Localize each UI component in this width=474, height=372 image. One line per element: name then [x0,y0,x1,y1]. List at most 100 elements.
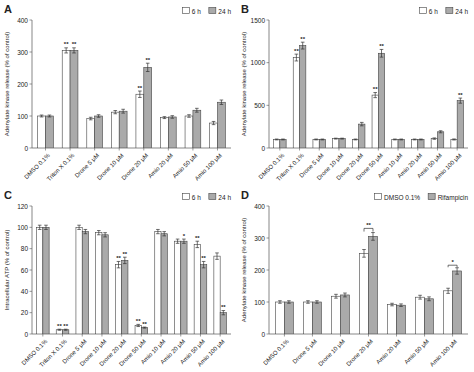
bar [451,139,457,148]
panel-label: B [241,3,249,15]
y-tick-label: 20 [21,309,29,316]
x-tick [368,334,369,337]
x-tick-label: Amio 100 μM [194,152,223,181]
bar [119,111,127,148]
y-tick [30,52,33,53]
error-bar [48,115,52,117]
error-bar [117,261,121,267]
error-bar [162,232,166,236]
bar [217,102,225,148]
error-bar [176,239,180,243]
x-tick-label: Drone 20 μM [120,152,149,181]
bar [388,305,397,334]
significance: ** [201,255,206,261]
y-tick-label: 60 [21,267,29,274]
y-tick [30,248,33,249]
bar [457,101,463,148]
bar [359,124,365,148]
legend-label: 24 h [218,8,231,15]
error-bar [343,293,347,297]
error-bar [156,229,160,233]
bar [155,232,161,334]
error-bar [399,139,403,141]
significance: ** [300,36,305,42]
bar [312,302,321,334]
bar [280,139,286,148]
bar [102,235,108,334]
error-bar [452,139,456,140]
error-bar [314,139,318,141]
bar [293,58,299,148]
figure: 0100200300400DMSO 0.1%Triton X 0.1%Drone… [0,0,474,372]
x-tick-label: Drone 10 μM [317,338,346,367]
bar [38,116,46,148]
error-bar [287,301,291,304]
error-bar [195,108,199,112]
panel: 0100200300400DMSO 0.1%Drone 5 μMDrone 10… [241,189,468,368]
bar [431,139,437,148]
bar [37,227,43,334]
x-tick [424,334,425,337]
y-tick-label: 0 [261,331,265,338]
x-tick [42,334,43,337]
x-tick [70,148,71,151]
significance: ** [145,57,150,63]
bar [392,139,398,148]
y-tick-label: 1500 [251,17,266,24]
legend-label: 6 h [429,8,438,15]
error-bar [220,100,224,104]
bar [95,116,103,148]
error-bar [38,225,42,229]
legend: 6 h24 h [182,8,231,15]
error-bar [295,54,299,61]
y-tick [30,291,33,292]
y-label: Adenylate kinase release (% of control) [4,32,10,136]
y-tick [267,270,270,271]
bar [333,139,339,148]
x-tick [101,334,102,337]
y-tick [30,227,33,228]
x-tick [200,334,201,337]
significance: ** [64,41,69,47]
panel: 020406080100120DMSO 0.1%Triton X 0.1%Dro… [4,189,231,368]
bar [56,330,62,334]
error-bar [103,233,107,237]
bar [87,119,95,148]
x-tick [338,148,339,151]
error-bar [113,111,117,114]
error-bar [459,98,463,103]
x-tick [82,334,83,337]
x-tick-label: Amio 20 μM [375,338,402,365]
x-tick [319,148,320,151]
significance: ** [138,85,143,91]
x-tick-label: Drone 5 μM [74,152,100,178]
bar [332,296,341,334]
error-bar [373,93,377,98]
error-bar [301,42,305,49]
error-bar [222,311,226,315]
bar [416,297,425,334]
y-tick-label: 1000 [251,59,266,66]
legend-label: Rifampicin [438,194,469,202]
significance: ** [195,235,200,241]
bar [160,118,168,148]
legend-label: 24 h [455,8,468,15]
y-tick-label: 0 [261,145,265,152]
error-bar [390,303,394,306]
bar [115,265,121,334]
x-tick-label: Drone 20 μM [345,338,374,367]
error-bar [399,304,403,307]
error-bar [427,297,431,301]
bar [303,302,312,334]
bar [453,271,462,334]
significance: ** [294,48,299,54]
error-bar [97,115,101,118]
error-bar [393,139,397,141]
significance: ** [142,321,147,327]
bar [411,139,417,148]
bar [275,302,284,334]
bar [319,139,325,148]
x-tick [141,334,142,337]
y-tick [267,302,270,303]
legend-swatch [182,8,189,14]
